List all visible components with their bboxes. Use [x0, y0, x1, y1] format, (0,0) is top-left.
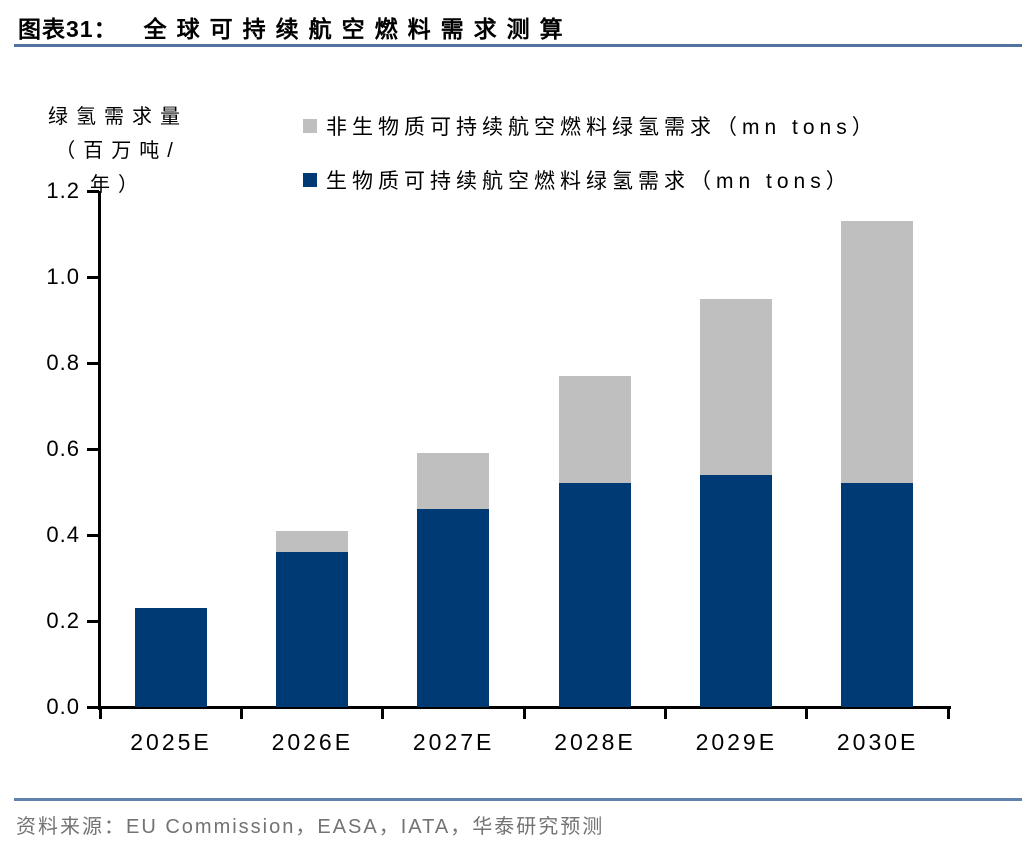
bar-nonbiomass-2030E — [841, 221, 914, 484]
legend-item-biomass: 生物质可持续航空燃料绿氢需求（mn tons） — [303, 166, 878, 194]
bar-nonbiomass-2026E — [276, 530, 348, 553]
legend-label-biomass: 生物质可持续航空燃料绿氢需求（mn tons） — [326, 170, 852, 193]
x-tick — [98, 706, 102, 719]
x-tick — [381, 706, 385, 719]
y-tick-label: 1.2 — [46, 178, 80, 203]
header-divider — [14, 44, 1022, 47]
y-axis-title-line3: 年） — [90, 174, 146, 196]
y-tick-label: 1.0 — [46, 264, 80, 289]
x-tick-label-2026E: 2026E — [271, 729, 354, 755]
x-tick-label-2029E: 2029E — [695, 729, 778, 755]
x-tick-label-2027E: 2027E — [412, 729, 495, 755]
figure-title: 全球可持续航空燃料需求测算 — [143, 16, 573, 42]
x-tick — [663, 706, 667, 719]
y-axis-line — [98, 191, 101, 710]
bar-biomass-2030E — [841, 483, 914, 707]
y-tick — [87, 706, 99, 709]
y-axis-title-line2: （百万吨/ — [55, 140, 181, 162]
x-axis-line — [89, 706, 951, 709]
figure-header: 图表31： 全球可持续航空燃料需求测算 — [18, 10, 573, 44]
figure-number-label: 图表31： — [18, 16, 118, 42]
y-tick-label: 0.2 — [46, 608, 80, 633]
x-tick — [522, 706, 526, 719]
bar-biomass-2025E — [134, 608, 207, 707]
bar-nonbiomass-2029E — [700, 298, 772, 475]
x-tick — [946, 706, 950, 719]
legend-item-nonbiomass: 非生物质可持续航空燃料绿氢需求（mn tons） — [303, 112, 878, 140]
y-tick-label: 0.8 — [46, 350, 80, 375]
x-tick-label-2028E: 2028E — [554, 729, 636, 755]
y-axis-title: 绿氢需求量 （百万吨/ 年） — [28, 100, 208, 202]
x-tick-label-2030E: 2030E — [836, 729, 919, 755]
legend-label-nonbiomass: 非生物质可持续航空燃料绿氢需求（mn tons） — [326, 116, 878, 139]
y-tick — [87, 534, 99, 537]
footer-divider — [14, 798, 1022, 801]
y-tick-label: 0.6 — [46, 436, 80, 461]
chart-legend: 非生物质可持续航空燃料绿氢需求（mn tons） 生物质可持续航空燃料绿氢需求（… — [303, 112, 878, 220]
y-tick — [87, 190, 99, 193]
y-axis-title-line1: 绿氢需求量 — [48, 106, 188, 128]
bar-nonbiomass-2028E — [558, 375, 631, 484]
legend-swatch-nonbiomass — [303, 119, 317, 133]
x-tick-label-2025E: 2025E — [130, 729, 212, 755]
bar-nonbiomass-2027E — [417, 453, 490, 510]
bar-biomass-2029E — [700, 474, 772, 707]
bar-biomass-2028E — [558, 483, 631, 707]
x-tick — [805, 706, 809, 719]
source-note: 资料来源：EU Commission，EASA，IATA，华泰研究预测 — [16, 816, 605, 838]
x-tick — [239, 706, 243, 719]
y-tick-label: 0.4 — [46, 522, 80, 547]
y-tick — [87, 276, 99, 279]
y-tick — [87, 448, 99, 451]
bar-biomass-2027E — [417, 509, 490, 707]
y-tick — [87, 362, 99, 365]
y-tick — [87, 620, 99, 623]
legend-swatch-biomass — [303, 173, 317, 187]
y-tick-label: 0.0 — [46, 694, 80, 719]
bar-biomass-2026E — [276, 552, 348, 707]
